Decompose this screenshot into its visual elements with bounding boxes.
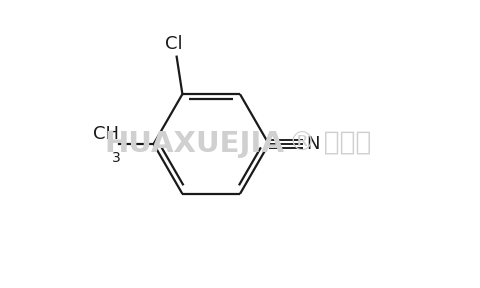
Text: Cl: Cl xyxy=(165,35,182,53)
Text: HUAXUEJIA: HUAXUEJIA xyxy=(105,130,285,158)
Text: 3: 3 xyxy=(112,151,120,165)
Text: ® 化学加: ® 化学加 xyxy=(289,131,372,157)
Text: CH: CH xyxy=(93,124,119,143)
Text: N: N xyxy=(306,135,320,153)
